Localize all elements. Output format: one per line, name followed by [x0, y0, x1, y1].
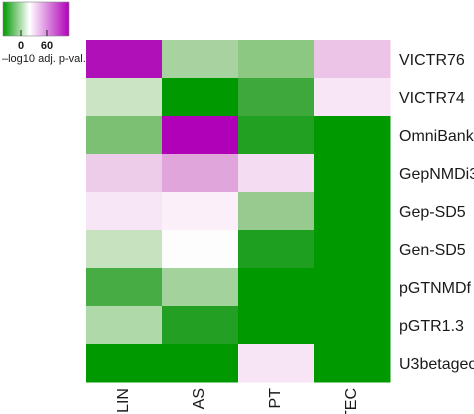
- row-label-gen-sd5: Gen-SD5: [399, 242, 466, 259]
- row-label-omnibank: OmniBank: [399, 128, 474, 145]
- row-label-victr74: VICTR74: [399, 90, 465, 107]
- heatmap-cell-gep-sd5-lin: [86, 192, 163, 231]
- column-label-pt: PT: [267, 388, 284, 409]
- heatmap-cells: [86, 40, 391, 383]
- heatmap-cell-victr76-tec: [314, 40, 391, 79]
- heatmap-cell-omnibank-as: [162, 116, 239, 155]
- color-scale-tick-label-0: 0: [18, 40, 24, 52]
- row-label-gepnmdi3: GepNMDi3: [399, 166, 474, 183]
- heatmap-cell-u3betageo-tec: [314, 344, 391, 383]
- row-label-pgtnmdf: pGTNMDf: [399, 280, 472, 297]
- color-scale-tick-label-1: 60: [41, 40, 53, 52]
- heatmap-cell-victr76-as: [162, 40, 239, 79]
- heatmap-cell-gen-sd5-lin: [86, 230, 163, 269]
- heatmap-cell-victr74-pt: [238, 78, 315, 117]
- heatmap-cell-omnibank-pt: [238, 116, 315, 155]
- column-label-lin: LIN: [115, 388, 132, 413]
- heatmap-cell-pgtr1-3-tec: [314, 306, 391, 345]
- heatmap-cell-gepnmdi3-tec: [314, 154, 391, 193]
- heatmap-cell-pgtnmdf-pt: [238, 268, 315, 307]
- heatmap-cell-gep-sd5-tec: [314, 192, 391, 231]
- heatmap-cell-pgtr1-3-lin: [86, 306, 163, 345]
- column-label-tec: TEC: [343, 388, 360, 414]
- heatmap-cell-victr76-lin: [86, 40, 163, 79]
- row-label-victr76: VICTR76: [399, 52, 465, 69]
- column-label-as: AS: [191, 388, 208, 409]
- heatmap-cell-pgtnmdf-lin: [86, 268, 163, 307]
- heatmap-cell-victr74-as: [162, 78, 239, 117]
- row-label-u3betageo: U3betageo: [399, 356, 474, 373]
- heatmap-cell-gen-sd5-tec: [314, 230, 391, 269]
- heatmap-cell-gep-sd5-pt: [238, 192, 315, 231]
- color-scale-title: –log10 adj. p-val.: [2, 53, 86, 65]
- heatmap-cell-gen-sd5-as: [162, 230, 239, 269]
- heatmap-cell-u3betageo-pt: [238, 344, 315, 383]
- heatmap-cell-omnibank-tec: [314, 116, 391, 155]
- heatmap-cell-gep-sd5-as: [162, 192, 239, 231]
- heatmap-cell-omnibank-lin: [86, 116, 163, 155]
- heatmap-cell-pgtr1-3-pt: [238, 306, 315, 345]
- heatmap-cell-gepnmdi3-lin: [86, 154, 163, 193]
- color-scale-legend: 0 60 –log10 adj. p-val.: [2, 1, 86, 65]
- heatmap-cell-gepnmdi3-pt: [238, 154, 315, 193]
- column-labels: LIN AS PT TEC: [115, 388, 360, 414]
- heatmap-cell-u3betageo-lin: [86, 344, 163, 383]
- heatmap-cell-victr74-tec: [314, 78, 391, 117]
- row-label-gep-sd5: Gep-SD5: [399, 204, 466, 221]
- heatmap-cell-victr74-lin: [86, 78, 163, 117]
- heatmap-cell-gen-sd5-pt: [238, 230, 315, 269]
- color-scale-bar: [2, 1, 70, 37]
- heatmap-cell-gepnmdi3-as: [162, 154, 239, 193]
- row-label-pgtr1-3: pGTR1.3: [399, 318, 464, 335]
- heatmap-cell-pgtnmdf-as: [162, 268, 239, 307]
- row-labels: VICTR76 VICTR74 OmniBank GepNMDi3 Gep-SD5 Gen…: [399, 52, 474, 373]
- heatmap-cell-victr76-pt: [238, 40, 315, 79]
- heatmap-cell-u3betageo-as: [162, 344, 239, 383]
- heatmap-cell-pgtnmdf-tec: [314, 268, 391, 307]
- heatmap-cell-pgtr1-3-as: [162, 306, 239, 345]
